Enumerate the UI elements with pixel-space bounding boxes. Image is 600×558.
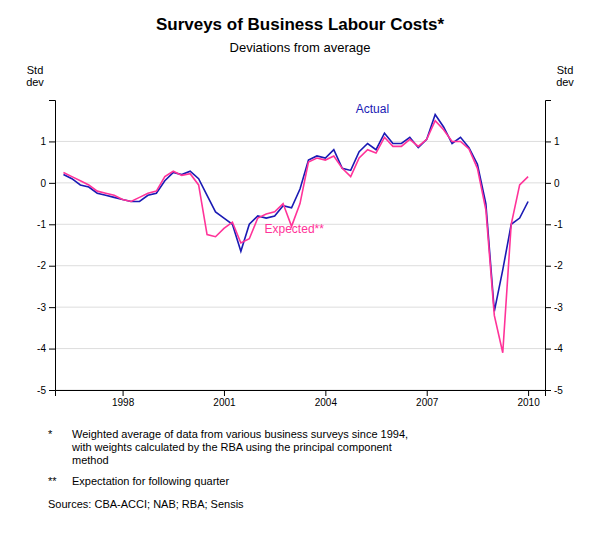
tick-mark xyxy=(545,349,551,350)
tick-label: -1 xyxy=(37,219,46,230)
tick: 2010 xyxy=(517,390,540,408)
tick-mark xyxy=(427,390,428,396)
tick-label: 2007 xyxy=(416,397,439,408)
plot-area xyxy=(63,115,528,353)
text-line: Weighted average of data from various bu… xyxy=(72,428,408,440)
tick-label: -3 xyxy=(37,302,46,313)
chart: Surveys of Business Labour Costs* Deviati… xyxy=(0,0,600,558)
source: Sources: CBA-ACCI; NAB; RBA; Sensis xyxy=(48,498,244,510)
tick: 2004 xyxy=(315,390,338,408)
grid-line xyxy=(55,307,545,308)
y2-axis: -5 -4 -3 -2 -1 0 1 xyxy=(545,101,563,396)
tick: 0 xyxy=(40,178,55,189)
tick-mark xyxy=(325,390,326,396)
tick-mark xyxy=(545,224,551,225)
tick: 1998 xyxy=(112,390,135,408)
tick: -2 xyxy=(37,260,55,271)
tick-mark xyxy=(49,183,55,184)
tick-mark xyxy=(49,390,55,391)
grid-line xyxy=(55,182,545,183)
y2-axis-line xyxy=(546,101,552,391)
footnote-mark: * xyxy=(48,428,53,440)
text-line: Std xyxy=(27,64,44,76)
tick: -5 xyxy=(545,385,563,396)
tick-label: -5 xyxy=(554,385,563,396)
tick-mark xyxy=(49,349,55,350)
footnote-text: Expectation for following quarter xyxy=(72,475,229,487)
tick-label: 1998 xyxy=(112,397,135,408)
tick-mark xyxy=(545,141,551,142)
tick: 2001 xyxy=(213,390,236,408)
title: Surveys of Business Labour Costs* xyxy=(156,15,445,34)
annotation: Actual xyxy=(356,102,389,116)
tick: 0 xyxy=(545,178,560,189)
tick: -3 xyxy=(545,302,563,313)
grid xyxy=(55,141,545,390)
tick-label: 0 xyxy=(554,178,560,189)
series-line xyxy=(63,121,528,353)
tick-label: -2 xyxy=(554,260,563,271)
text-line: with weights calculated by the RBA using… xyxy=(71,441,392,453)
footnote-mark: ** xyxy=(48,475,57,487)
tick: -2 xyxy=(545,260,563,271)
tick: 2007 xyxy=(416,390,439,408)
text-line: dev xyxy=(556,76,574,88)
y-axis: -5 -4 -3 -2 -1 0 1 xyxy=(37,101,55,396)
text-line: Std xyxy=(557,64,574,76)
tick-label: -1 xyxy=(554,219,563,230)
tick-mark xyxy=(545,183,551,184)
y-axis-label: Stddev xyxy=(26,64,44,88)
tick: 1 xyxy=(545,136,560,147)
tick-label: -3 xyxy=(554,302,563,313)
tick-mark xyxy=(49,141,55,142)
grid-line xyxy=(55,265,545,266)
tick-label: 2010 xyxy=(517,397,540,408)
tick: -4 xyxy=(545,343,563,354)
x-axis: 1998 2001 2004 2007 2010 xyxy=(56,390,546,408)
grid-line xyxy=(55,348,545,349)
tick: -1 xyxy=(545,219,563,230)
annotation: Expected** xyxy=(265,222,325,236)
tick-label: 0 xyxy=(40,178,46,189)
tick-mark xyxy=(545,266,551,267)
tick-label: 1 xyxy=(554,136,560,147)
tick-mark xyxy=(545,307,551,308)
footnote-text: Weighted average of data from various bu… xyxy=(71,428,408,466)
tick-mark xyxy=(528,390,529,396)
tick-mark xyxy=(123,390,124,396)
y-axis-line xyxy=(49,101,56,391)
grid-line xyxy=(55,141,545,142)
tick-label: 1 xyxy=(40,136,46,147)
tick: -3 xyxy=(37,302,55,313)
y2-axis-label: Stddev xyxy=(556,64,574,88)
tick-label: -4 xyxy=(37,343,46,354)
tick-label: 2001 xyxy=(213,397,236,408)
tick-label: 2004 xyxy=(315,397,338,408)
tick-mark xyxy=(224,390,225,396)
text-line: dev xyxy=(26,76,44,88)
tick-label: -4 xyxy=(554,343,563,354)
tick: -5 xyxy=(37,385,55,396)
x-axis-line xyxy=(56,391,546,397)
tick-label: -2 xyxy=(37,260,46,271)
text-line: Expectation for following quarter xyxy=(72,475,229,487)
text-line: method xyxy=(72,454,109,466)
tick-mark xyxy=(49,307,55,308)
subtitle: Deviations from average xyxy=(230,40,371,55)
tick: 1 xyxy=(40,136,55,147)
tick-mark xyxy=(49,224,55,225)
tick-mark xyxy=(49,266,55,267)
tick: -1 xyxy=(37,219,55,230)
tick-label: -5 xyxy=(37,385,46,396)
tick-mark xyxy=(545,390,551,391)
tick: -4 xyxy=(37,343,55,354)
